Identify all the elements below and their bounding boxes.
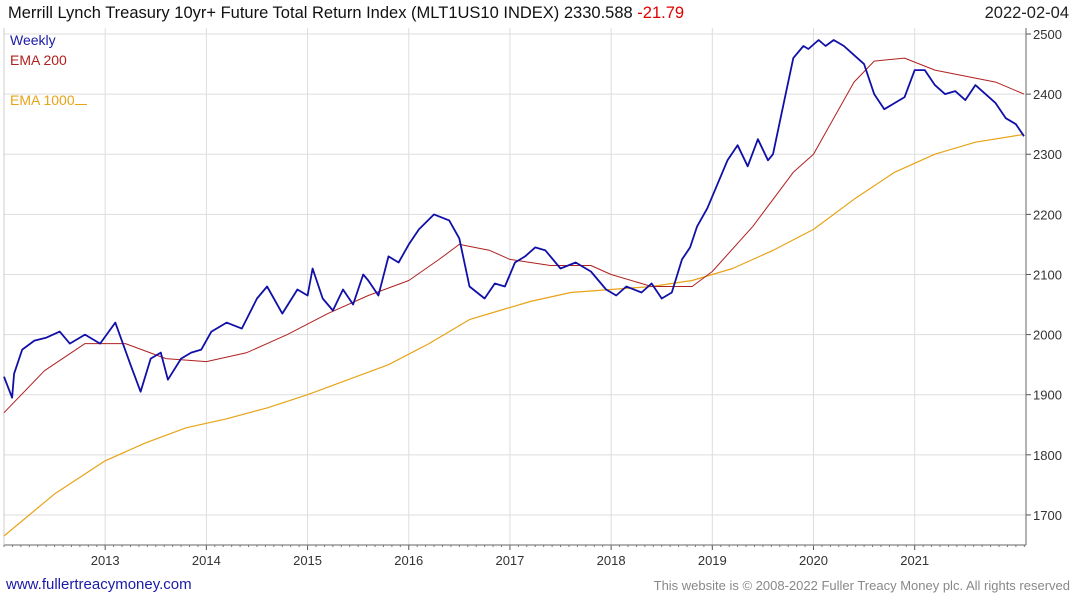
y-tick-label: 2000 [1033,328,1062,343]
series-weekly [3,39,1025,399]
x-tick-label: 2017 [495,553,524,568]
legend-weekly: Weekly [10,32,56,48]
y-tick-label: 1800 [1033,448,1062,463]
series-ema200 [3,57,1025,414]
chart-date: 2022-02-04 [984,4,1069,22]
legend-ema1000: EMA 1000 [10,92,87,108]
y-tick-label: 1700 [1033,508,1062,523]
x-tick-label: 2014 [192,553,221,568]
y-tick-label: 2200 [1033,207,1062,222]
copyright-text: This website is © 2008-2022 Fuller Treac… [653,578,1070,593]
x-tick-label: 2015 [293,553,322,568]
y-tick-label: 2400 [1033,87,1062,102]
x-tick-label: 2019 [698,553,727,568]
y-tick-label: 2100 [1033,267,1062,282]
x-tick-label: 2021 [900,553,929,568]
y-tick-label: 2300 [1033,147,1062,162]
legend-ema200: EMA 200 [10,52,67,68]
x-tick-label: 2016 [394,553,423,568]
series-ema1000 [3,133,1025,537]
y-tick-label: 2500 [1033,27,1062,42]
x-tick-label: 2013 [91,553,120,568]
y-tick-label: 1900 [1033,388,1062,403]
x-tick-label: 2020 [799,553,828,568]
chart-title: Merrill Lynch Treasury 10yr+ Future Tota… [8,4,685,22]
change-value: -21.79 [637,4,685,22]
x-tick-label: 2018 [597,553,626,568]
site-link[interactable]: www.fullertreacymoney.com [6,576,192,593]
